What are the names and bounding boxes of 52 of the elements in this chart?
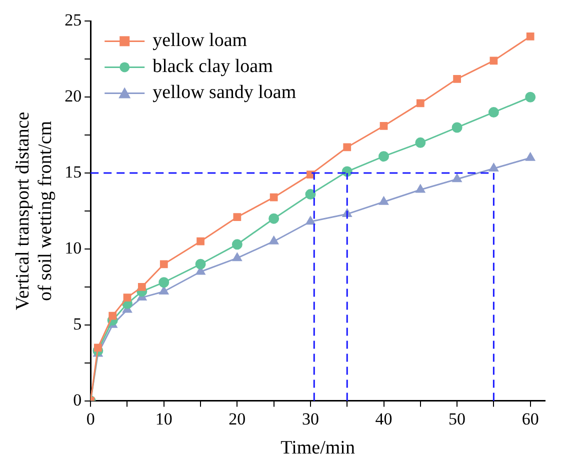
point — [525, 92, 536, 102]
point — [305, 189, 316, 200]
point — [415, 137, 426, 148]
point — [343, 143, 352, 152]
legend-label: yellow sandy loam — [152, 82, 296, 104]
point — [268, 213, 280, 224]
legend-label: yellow loam — [152, 30, 248, 52]
x-tick-label: 10 — [155, 409, 172, 428]
x-axis-title: Time/min — [280, 438, 356, 459]
point — [138, 282, 146, 291]
y-tick-label: 15 — [64, 162, 82, 182]
point — [270, 193, 278, 202]
point — [526, 32, 534, 40]
y-tick-label: 10 — [64, 238, 82, 258]
point — [416, 184, 426, 193]
point — [159, 286, 169, 294]
point — [108, 312, 117, 320]
point — [232, 239, 242, 250]
point — [452, 122, 462, 133]
point — [378, 151, 390, 162]
x-tick-label: 30 — [302, 409, 319, 428]
point — [233, 213, 242, 222]
x-tick-label: 50 — [448, 409, 466, 428]
point — [158, 277, 170, 288]
legend-label: black clay loam — [152, 56, 274, 78]
point — [379, 196, 388, 205]
y-tick-label: 25 — [64, 10, 82, 30]
y-tick-label: 20 — [64, 86, 82, 106]
y-tick-label: 5 — [73, 314, 82, 334]
point — [490, 56, 498, 65]
point — [269, 236, 278, 244]
point — [306, 170, 314, 178]
point — [94, 344, 102, 352]
x-tick-label: 0 — [86, 409, 95, 428]
x-tick-label: 60 — [522, 409, 539, 428]
x-tick-label: 40 — [375, 409, 392, 428]
point — [526, 152, 535, 161]
point — [488, 107, 499, 118]
point — [123, 294, 132, 302]
point — [196, 237, 204, 246]
point — [416, 99, 424, 108]
point — [306, 216, 316, 225]
point — [453, 74, 461, 83]
point — [489, 163, 498, 172]
point — [195, 258, 206, 270]
point — [160, 260, 168, 268]
y-tick-label: 0 — [73, 390, 82, 410]
y-axis-title: Vertical transport distance of soil wetting front/cm — [12, 112, 56, 310]
point — [380, 122, 388, 130]
point — [232, 252, 242, 262]
point — [452, 174, 462, 182]
x-tick-label: 20 — [228, 409, 246, 428]
